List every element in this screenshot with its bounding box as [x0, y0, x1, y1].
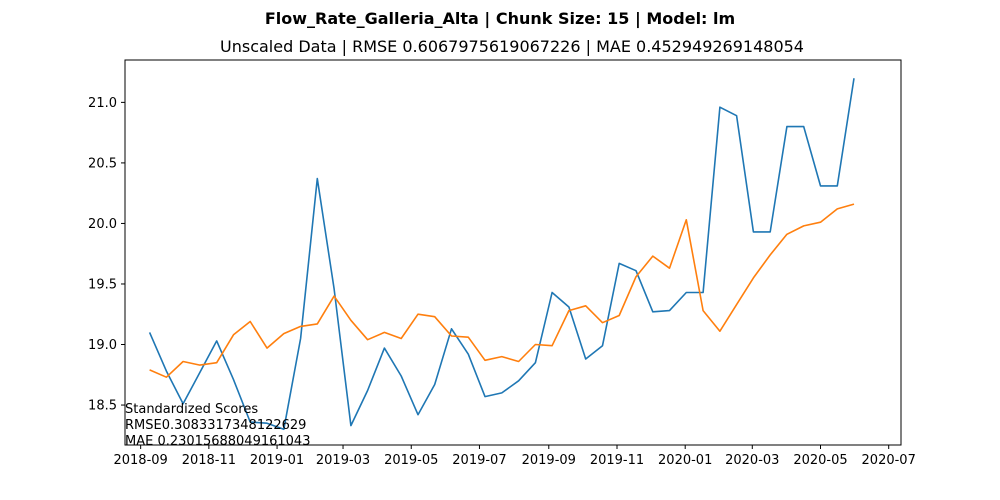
x-tick-label: 2020-03 — [725, 453, 779, 468]
x-tick-label: 2020-05 — [793, 453, 847, 468]
plot-frame — [124, 59, 902, 446]
x-tick-label: 2018-11 — [182, 453, 236, 468]
annotation-line: Standardized Scores — [125, 402, 258, 417]
chart-title: Flow_Rate_Galleria_Alta | Chunk Size: 15… — [265, 9, 735, 29]
x-tick-label: 2019-09 — [522, 453, 576, 468]
y-tick-label: 20.0 — [88, 217, 117, 232]
x-tick-label: 2019-11 — [590, 453, 644, 468]
x-tick-label: 2019-07 — [452, 453, 506, 468]
annotation-line: RMSE0.3083317348122629 — [125, 418, 306, 433]
x-tick-label: 2019-05 — [384, 453, 438, 468]
x-tick-label: 2019-03 — [316, 453, 370, 468]
y-axis: 18.5 19.0 19.5 20.0 20.5 21.0 — [88, 96, 125, 414]
annotation-line: MAE 0.23015688049161043 — [125, 434, 310, 449]
y-tick-label: 21.0 — [88, 96, 117, 111]
y-tick-label: 20.5 — [88, 156, 117, 171]
x-tick-label: 2018-09 — [113, 453, 167, 468]
y-tick-label: 18.5 — [88, 399, 117, 414]
x-axis: 2018-09 2018-11 2019-01 2019-03 2019-05 2019-… — [113, 445, 916, 468]
x-tick-label: 2019-01 — [250, 453, 304, 468]
y-tick-label: 19.0 — [88, 338, 117, 353]
series-line-2 — [149, 203, 855, 379]
series-layer — [148, 78, 855, 431]
series-line-1 — [148, 78, 855, 431]
x-tick-label: 2020-01 — [658, 453, 712, 468]
standardized-scores-annotation: Standardized Scores RMSE0.30833173481226… — [125, 402, 310, 449]
y-tick-label: 19.5 — [88, 277, 117, 292]
chart-subtitle: Unscaled Data | RMSE 0.6067975619067226 … — [220, 37, 804, 56]
x-tick-label: 2020-07 — [862, 453, 916, 468]
